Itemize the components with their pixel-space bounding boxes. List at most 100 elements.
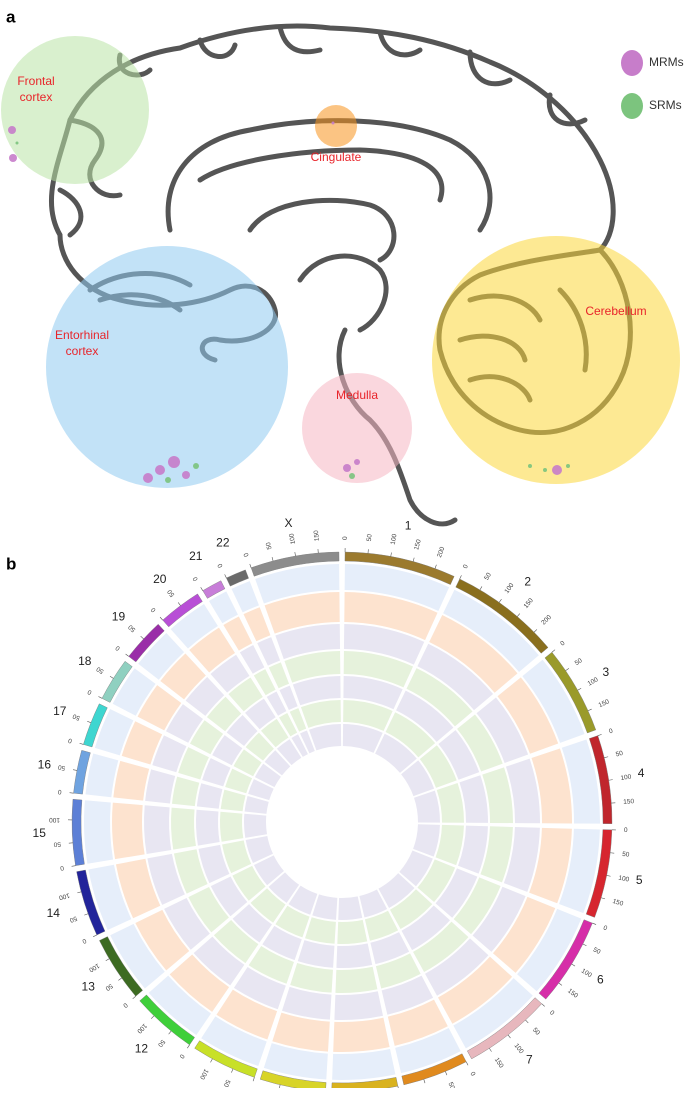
chromosome-label: 5 bbox=[636, 873, 643, 887]
tick-mark bbox=[93, 935, 97, 937]
track-segment bbox=[336, 943, 372, 968]
tick-mark bbox=[609, 780, 613, 781]
tick-label: 0 bbox=[462, 563, 470, 570]
track-segment bbox=[85, 753, 118, 797]
region-circle bbox=[46, 246, 288, 488]
track-segment bbox=[112, 803, 145, 860]
track-segment bbox=[332, 1049, 395, 1080]
tick-label: 0 bbox=[342, 536, 349, 540]
track-segment bbox=[305, 917, 336, 943]
legend-swatch bbox=[621, 93, 643, 119]
chromosome-label: 15 bbox=[33, 826, 47, 840]
region-label: Cingulate bbox=[311, 150, 362, 164]
tick-mark bbox=[588, 709, 592, 711]
tick-label: 0 bbox=[624, 827, 628, 834]
tick-label: 50 bbox=[95, 665, 105, 675]
tick-mark bbox=[84, 914, 88, 915]
region-label: Cerebellum bbox=[585, 304, 646, 318]
tick-mark bbox=[598, 734, 602, 735]
tick-label: 100 bbox=[58, 891, 71, 901]
region-circle bbox=[432, 236, 680, 484]
tick-label: 50 bbox=[265, 541, 274, 550]
tick-label: 100 bbox=[618, 875, 630, 884]
tick-label: 50 bbox=[574, 657, 584, 667]
track-segment bbox=[337, 920, 367, 944]
tick-mark bbox=[250, 564, 251, 568]
tick-mark bbox=[118, 978, 121, 980]
tick-label: 50 bbox=[483, 571, 493, 581]
tick-label: 100 bbox=[587, 676, 600, 688]
track-segment bbox=[145, 769, 175, 803]
tick-mark bbox=[572, 964, 575, 966]
tick-label: 0 bbox=[114, 644, 121, 652]
tick-mark bbox=[98, 696, 102, 698]
track-segment bbox=[343, 724, 383, 753]
legend-swatch bbox=[621, 50, 643, 76]
tick-label: 50 bbox=[366, 533, 374, 541]
tick-label: 0 bbox=[243, 551, 251, 557]
region-label: cortex bbox=[20, 90, 53, 104]
tick-mark bbox=[73, 770, 77, 771]
tick-mark bbox=[77, 892, 81, 893]
track-segment bbox=[171, 808, 196, 850]
track-segment bbox=[113, 761, 149, 801]
tick-label: 50 bbox=[68, 914, 78, 923]
tick-mark bbox=[210, 1059, 212, 1063]
tick-mark bbox=[445, 1071, 447, 1075]
tick-label: 100 bbox=[198, 1068, 210, 1081]
tick-mark bbox=[141, 636, 144, 639]
tick-label: 100 bbox=[49, 816, 60, 823]
tick-mark bbox=[435, 565, 436, 569]
tick-mark bbox=[413, 558, 414, 562]
track-segment bbox=[338, 896, 362, 920]
track-segment bbox=[437, 783, 464, 823]
tick-mark bbox=[391, 553, 392, 557]
track-segment bbox=[333, 1018, 389, 1052]
track-segment bbox=[144, 805, 171, 854]
tick-label: 50 bbox=[57, 763, 66, 771]
tick-mark bbox=[578, 688, 581, 690]
tick-label: 0 bbox=[548, 1009, 556, 1017]
chromosome-label: 12 bbox=[135, 1041, 149, 1055]
region-circle bbox=[1, 36, 149, 184]
tick-label: 200 bbox=[540, 614, 553, 627]
tick-mark bbox=[225, 574, 227, 578]
tick-mark bbox=[489, 1048, 491, 1051]
tick-mark bbox=[80, 743, 84, 744]
tick-mark bbox=[424, 1079, 425, 1083]
chromosome-label: 14 bbox=[47, 906, 61, 920]
tick-mark bbox=[542, 1004, 545, 1007]
region-label: Frontal bbox=[17, 74, 54, 88]
tick-label: 0 bbox=[86, 688, 93, 696]
tick-label: 50 bbox=[156, 1038, 166, 1048]
tick-label: 150 bbox=[413, 538, 423, 551]
tick-mark bbox=[552, 650, 555, 653]
tick-label: 50 bbox=[615, 750, 624, 759]
tick-mark bbox=[566, 668, 569, 670]
chromosome-label: 7 bbox=[526, 1052, 533, 1066]
tick-mark bbox=[106, 959, 109, 961]
tick-label: 0 bbox=[81, 937, 88, 945]
region-circle bbox=[315, 105, 357, 147]
tick-mark bbox=[508, 1035, 510, 1038]
legend-label: SRMs bbox=[649, 98, 682, 112]
tick-label: 50 bbox=[447, 1081, 456, 1088]
tick-mark bbox=[583, 944, 587, 946]
tick-label: 150 bbox=[566, 988, 579, 1000]
tick-label: 100 bbox=[512, 1042, 524, 1055]
track-segment bbox=[414, 791, 440, 823]
tick-mark bbox=[126, 654, 129, 656]
chromosome-label: 1 bbox=[405, 518, 412, 532]
tick-mark bbox=[604, 757, 608, 758]
tick-mark bbox=[534, 629, 537, 632]
tick-label: 100 bbox=[135, 1022, 148, 1035]
tick-label: 0 bbox=[67, 736, 73, 744]
track-segment bbox=[197, 783, 223, 809]
tick-label: 100 bbox=[288, 533, 297, 545]
tick-label: 0 bbox=[192, 575, 200, 582]
tick-mark bbox=[160, 617, 163, 620]
track-segment bbox=[298, 940, 335, 968]
track-segment bbox=[301, 700, 341, 728]
chromosome-label: 2 bbox=[524, 575, 531, 589]
tick-label: 150 bbox=[493, 1057, 505, 1070]
